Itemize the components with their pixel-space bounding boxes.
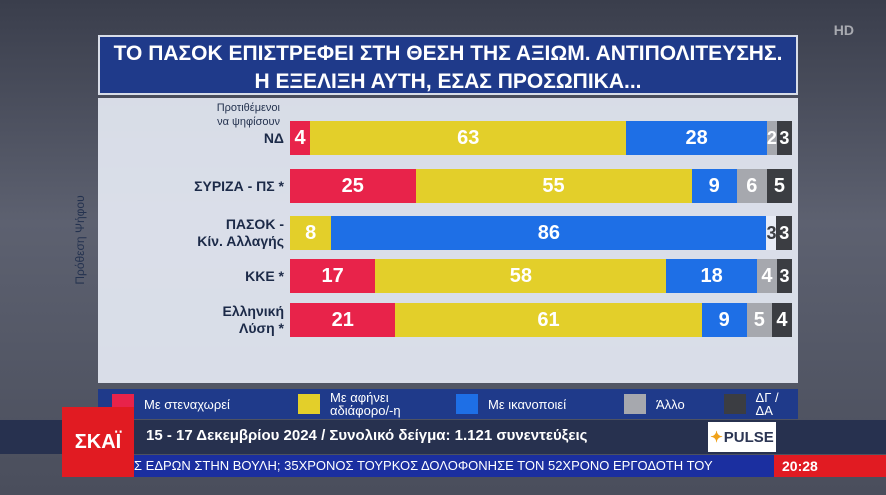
title-line-1: ΤΟ ΠΑΣΟΚ ΕΠΙΣΤΡΕΦΕΙ ΣΤΗ ΘΕΣΗ ΤΗΣ ΑΞΙΩΜ. … [113, 42, 783, 65]
stacked-bar: 4 63 28 2 3 [290, 121, 792, 155]
legend-swatch [456, 394, 478, 414]
bar-segment: 3 [766, 216, 777, 250]
bar-segment: 9 [701, 303, 747, 337]
title-line-2: Η ΕΞΕΛΙΞΗ ΑΥΤΗ, ΕΣΑΣ ΠΡΟΣΩΠΙΚΑ... [254, 70, 642, 93]
legend-swatch [298, 394, 320, 414]
bar-segment: 3 [776, 121, 792, 155]
legend-item: Με ικανοποιεί [456, 389, 566, 419]
bar-segment: 2 [766, 121, 777, 155]
channel-logo: ΣΚΑΪ [62, 407, 134, 477]
category-label: ΝΔ [263, 129, 284, 146]
legend-label: Με αφήνει αδιάφορο/-η [330, 390, 401, 418]
bar-segment: 4 [756, 259, 777, 293]
side-axis-label: Πρόθεση Ψήφου [73, 195, 87, 285]
category-label: ΚΚΕ * [245, 267, 284, 284]
survey-info: 15 - 17 Δεκεμβρίου 2024 / Συνολικό δείγμ… [146, 427, 588, 444]
bar-segment: 3 [776, 216, 792, 250]
legend-item: Με αφήνει αδιάφορο/-η [298, 389, 401, 419]
chart-title: ΤΟ ΠΑΣΟΚ ΕΠΙΣΤΡΕΦΕΙ ΣΤΗ ΘΕΣΗ ΤΗΣ ΑΞΙΩΜ. … [98, 35, 798, 95]
legend-label: Με ικανοποιεί [488, 396, 567, 412]
bar-segment: 28 [626, 121, 767, 155]
bar-segment: 86 [331, 216, 767, 250]
legend-label: ΔΓ / ΔΑ [755, 390, 779, 418]
legend-item: ΔΓ / ΔΑ [724, 389, 798, 419]
bar-segment: 8 [290, 216, 332, 250]
legend-item: Άλλο [624, 389, 685, 419]
bar-segment: 25 [290, 169, 416, 203]
news-ticker: Σ ΕΔΡΩΝ ΣΤΗΝ ΒΟΥΛΗ; 35ΧΡΟΝΟΣ ΤΟΥΡΚΟΣ ΔΟΛ… [134, 455, 774, 477]
category-label: ΠΑΣΟΚ - Κίν. Αλλαγής [197, 216, 284, 249]
legend-swatch [624, 394, 646, 414]
bar-segment: 58 [375, 259, 667, 293]
legend-swatch [724, 394, 746, 414]
bar-segment: 6 [736, 169, 767, 203]
pollster-logo: ✦ PULSE [708, 422, 776, 452]
hd-badge: HD [833, 22, 854, 38]
bar-segment: 61 [395, 303, 702, 337]
legend-label: Με στεναχωρεί [144, 396, 230, 412]
category-label: ΣΥΡΙΖΑ - ΠΣ * [194, 177, 284, 194]
stacked-bar: 25 55 9 6 5 [290, 169, 792, 203]
bar-segment: 5 [766, 169, 792, 203]
stacked-bar: 8 86 3 3 [290, 216, 792, 250]
bar-segment: 63 [310, 121, 627, 155]
bar-segment: 17 [290, 259, 376, 293]
bar-segment: 5 [746, 303, 772, 337]
legend: Με στεναχωρεί Με αφήνει αδιάφορο/-η Με ικαν… [98, 389, 798, 419]
bar-segment: 4 [771, 303, 792, 337]
bar-segment: 55 [415, 169, 692, 203]
bar-segment: 9 [691, 169, 737, 203]
bar-segment: 18 [666, 259, 757, 293]
category-header-label: Προτιθέμενοι να ψηφίσουν [216, 102, 280, 128]
bar-segment: 4 [290, 121, 311, 155]
pulse-icon: ✦ [710, 429, 723, 446]
legend-label: Άλλο [656, 396, 685, 412]
stacked-bar: 17 58 18 4 3 [290, 259, 792, 293]
stacked-bar: 21 61 9 5 4 [290, 303, 792, 337]
bar-segment: 21 [290, 303, 396, 337]
category-label: Ελληνική Λύση * [222, 303, 285, 336]
bar-segment: 3 [776, 259, 792, 293]
clock: 20:28 [774, 455, 886, 477]
